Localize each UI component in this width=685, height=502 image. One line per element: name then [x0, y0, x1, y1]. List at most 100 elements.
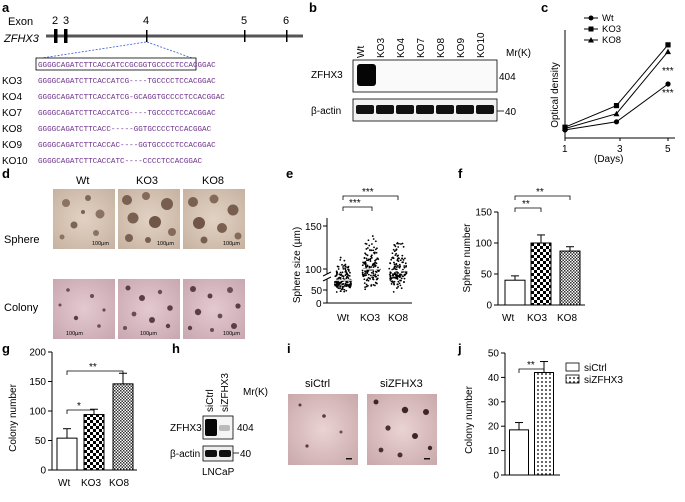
clone-sequence: GGGGCAGATCTTCACCATCG----TGCCCCTCCACGGAC [38, 110, 216, 118]
data-point [363, 282, 366, 284]
cell-line-label: LNCaP [202, 467, 235, 478]
data-point [343, 259, 346, 262]
significance-label: ** [536, 187, 544, 198]
micrograph-sphere-ko8: 100µm [183, 189, 245, 249]
data-point [342, 267, 345, 270]
data-point [342, 285, 344, 288]
data-point [335, 270, 338, 273]
mr-label: Mr(K) [506, 48, 531, 59]
data-point [349, 281, 352, 284]
data-point [369, 274, 372, 277]
data-point [366, 247, 369, 249]
exon-box [146, 30, 148, 42]
x-tick-label: 3 [617, 144, 623, 155]
panel-e: Sphere size (µm) 150 100 50 0 Wt KO3 KO8… [292, 187, 412, 324]
bar [509, 429, 529, 476]
y-tick-label: 50 [311, 286, 323, 297]
data-point [347, 277, 350, 280]
data-point [344, 267, 347, 270]
x-tick-label: 1 [562, 144, 568, 155]
data-point [393, 261, 395, 264]
band-sictrl [205, 419, 217, 436]
data-point [368, 244, 371, 247]
data-point [374, 259, 376, 262]
data-point [335, 274, 338, 277]
panel-j: Colony number siCtrl siZFHX3 ** 0 10 20 30 4… [464, 349, 623, 482]
data-point [400, 279, 402, 282]
data-point [399, 265, 402, 268]
y-tick-label: 50 [35, 436, 47, 447]
blot-label: ZFHX3 [170, 423, 202, 434]
x-tick-label: KO8 [557, 313, 577, 324]
data-point [363, 261, 366, 264]
data-point [405, 271, 408, 273]
data-point [344, 274, 347, 277]
scale-bar-label: 100µm [223, 241, 240, 247]
scale-bar-label: 100µm [92, 241, 109, 247]
data-point [395, 266, 398, 269]
column-label: KO8 [202, 175, 224, 187]
data-point [349, 271, 351, 274]
bar [504, 279, 526, 306]
exon-number: 3 [63, 15, 69, 27]
data-point [349, 286, 352, 289]
data-point [339, 278, 342, 280]
data-point [336, 273, 338, 275]
clone-label: KO4 [2, 92, 22, 103]
y-tick-label: 10 [488, 446, 500, 457]
bar [530, 242, 552, 306]
data-point [344, 283, 347, 286]
data-point [402, 259, 405, 261]
blot-zfhx3 [352, 59, 498, 93]
significance-label: ** [522, 199, 530, 210]
clone-label: KO9 [2, 140, 22, 151]
data-point [335, 291, 338, 293]
y-tick-label: 150 [475, 208, 492, 219]
data-point [339, 285, 342, 288]
data-point [401, 254, 404, 257]
data-point [397, 285, 400, 288]
data-point [369, 249, 371, 252]
panel-h: siCtrl siZFHX3 Mr(K) ZFHX3 404 β-actin 4… [170, 373, 268, 478]
data-point [373, 262, 376, 265]
data-point [396, 273, 398, 276]
data-point [390, 277, 393, 280]
data-point [336, 281, 338, 284]
data-point [396, 275, 399, 278]
band-wt [357, 64, 376, 86]
data-point [374, 240, 377, 243]
data-point [364, 262, 367, 265]
legend-label: KO8 [602, 35, 621, 46]
y-tick-label: 0 [316, 299, 322, 310]
data-point [371, 243, 373, 245]
y-ticks [323, 225, 327, 304]
x-tick-label: Wt [58, 478, 70, 489]
data-point [394, 245, 397, 248]
marker-label: 404 [237, 423, 254, 434]
data-point [366, 272, 369, 275]
mr-label: Mr(K) [243, 387, 268, 398]
data-point [397, 264, 399, 267]
data-point [372, 278, 375, 281]
data-point [372, 264, 375, 266]
y-axis-label: Colony number [8, 383, 19, 451]
lane-label: KO7 [416, 38, 427, 58]
zoom-line [146, 41, 193, 59]
lane-label: KO8 [436, 38, 447, 58]
panel-letter-j: j [457, 341, 462, 356]
data-point [343, 288, 346, 291]
data-point [397, 280, 400, 283]
data-point [370, 284, 373, 286]
exon-box [54, 29, 58, 43]
data-point [402, 245, 405, 248]
y-tick-label: 0 [493, 471, 499, 482]
data-point [365, 285, 368, 288]
x-axis-label: (Days) [594, 154, 623, 165]
data-point [364, 242, 367, 245]
axis-break [322, 276, 332, 282]
significance-label: *** [662, 88, 674, 99]
panel-letter-h: h [172, 341, 180, 356]
data-point [342, 277, 345, 280]
data-point [401, 242, 404, 245]
data-point [374, 284, 376, 287]
